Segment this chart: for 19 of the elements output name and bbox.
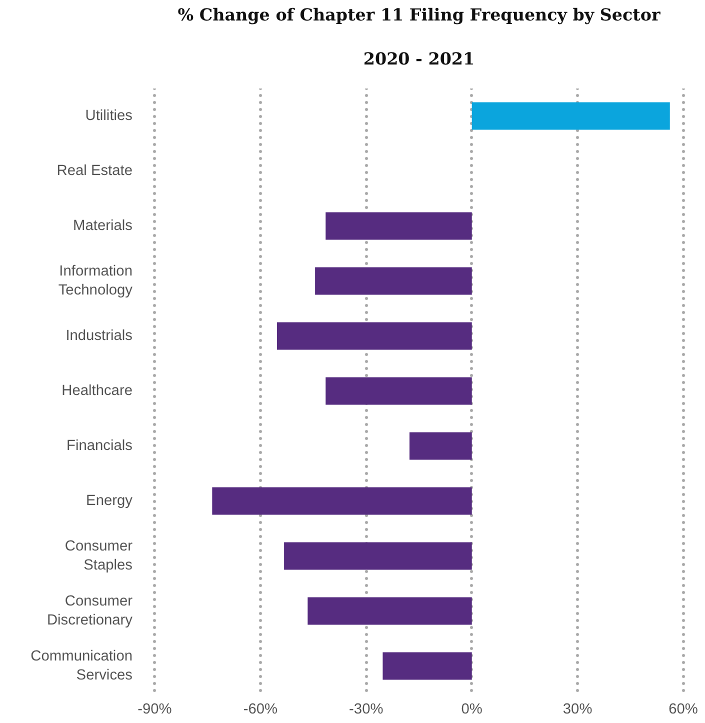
y-tick-label: Communication Services <box>30 648 133 684</box>
y-tick-label: Information Technology <box>58 263 134 299</box>
y-tick-label: Energy <box>86 493 134 509</box>
x-tick-label: 60% <box>668 702 698 718</box>
x-tick-label: -60% <box>243 702 278 718</box>
y-tick-label: Utilities <box>85 108 132 124</box>
x-tick-label: 30% <box>562 702 592 718</box>
chart-subtitle: 2020 - 2021 <box>363 48 475 68</box>
chart-title: % Change of Chapter 11 Filing Frequency by Sector <box>178 4 660 24</box>
x-tick-label: 0% <box>461 702 482 718</box>
y-tick-label: Materials <box>73 218 133 234</box>
y-tick-label: Consumer Discretionary <box>46 593 134 629</box>
y-tick-label: Consumer Staples <box>64 538 133 574</box>
y-tick-label: Industrials <box>66 328 133 344</box>
y-tick-label: Financials <box>66 438 133 454</box>
y-tick-label: Healthcare <box>62 383 133 399</box>
x-tick-label: -30% <box>349 702 384 718</box>
y-tick-label: Real Estate <box>56 163 132 179</box>
x-tick-label: -90% <box>138 702 172 718</box>
